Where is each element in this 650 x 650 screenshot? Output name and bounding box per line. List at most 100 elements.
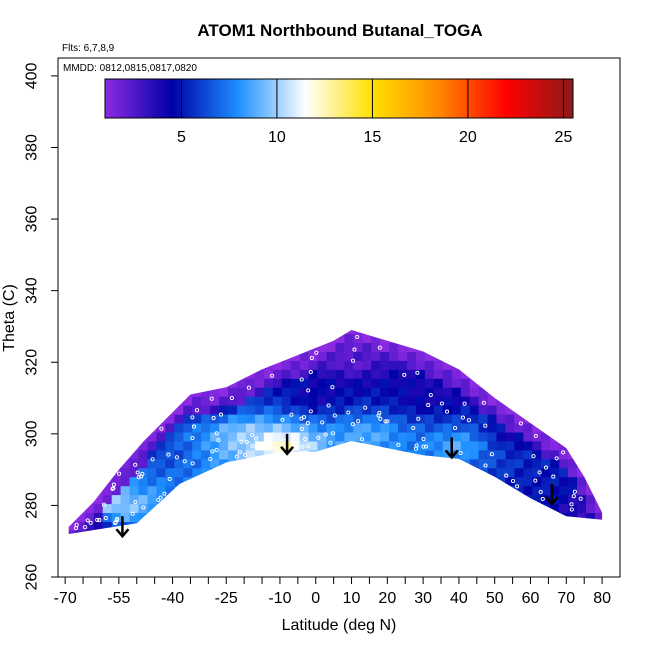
heatmap-cell	[299, 449, 309, 460]
heatmap-cell	[550, 342, 560, 352]
heatmap-cell	[604, 423, 613, 432]
heatmap-cell	[245, 423, 256, 433]
sample-point	[141, 505, 146, 510]
heatmap-cell	[469, 458, 480, 469]
heatmap-cell	[487, 449, 497, 460]
heatmap-cell	[192, 449, 202, 460]
sample-point	[383, 419, 388, 424]
heatmap-cell	[424, 342, 435, 352]
heatmap-cell	[407, 539, 416, 548]
heatmap-cell	[604, 396, 613, 405]
sample-point	[299, 416, 304, 421]
heatmap-cell	[165, 333, 175, 343]
heatmap-cell	[371, 405, 381, 415]
heatmap-cell	[460, 333, 471, 343]
sample-point	[510, 478, 516, 484]
heatmap-cell	[380, 396, 390, 406]
heatmap-cell	[93, 521, 104, 531]
heatmap-cell	[487, 360, 497, 370]
heatmap-cell	[505, 449, 515, 460]
heatmap-cell	[210, 521, 220, 531]
heatmap-cell	[577, 360, 587, 370]
heatmap-cell	[290, 423, 301, 433]
heatmap-cell	[299, 458, 309, 469]
heatmap-cell	[201, 316, 210, 325]
heatmap-cell	[407, 449, 417, 460]
sample-point	[483, 463, 488, 468]
heatmap-cell	[496, 467, 506, 478]
heatmap-cell	[613, 486, 622, 495]
heatmap-cell	[541, 423, 551, 433]
heatmap-cell	[380, 458, 390, 469]
heatmap-cell	[344, 494, 354, 505]
heatmap-cell	[335, 405, 345, 415]
heatmap-cell	[210, 396, 220, 406]
heatmap-cell	[68, 441, 77, 451]
heatmap-cell	[201, 467, 211, 478]
heatmap-cell	[120, 458, 130, 469]
heatmap-cell	[75, 387, 86, 397]
heatmap-cell	[237, 494, 247, 505]
heatmap-cell	[434, 307, 443, 316]
heatmap-cell	[469, 396, 480, 406]
heatmap-cell	[460, 485, 471, 496]
heatmap-cell	[487, 342, 497, 352]
heatmap-cell	[85, 307, 94, 316]
heatmap-cell	[237, 503, 247, 513]
heatmap-cell	[254, 330, 265, 335]
heatmap-cell	[272, 485, 283, 496]
heatmap-cell	[353, 423, 363, 433]
heatmap-cell	[237, 476, 247, 487]
heatmap-cell	[541, 405, 551, 415]
heatmap-cell	[147, 467, 157, 478]
heatmap-cell	[442, 467, 453, 478]
heatmap-cell	[156, 316, 165, 325]
heatmap-cell	[586, 387, 596, 397]
heatmap-cell	[245, 351, 256, 361]
heatmap-cell	[317, 369, 327, 379]
heatmap-cell	[335, 476, 345, 487]
heatmap-cell	[613, 361, 622, 370]
heatmap-cell	[84, 423, 95, 433]
heatmap-cell	[272, 458, 283, 469]
heatmap-cell	[586, 351, 596, 361]
heatmap-cell	[335, 503, 345, 513]
heatmap-cell	[604, 369, 613, 378]
heatmap-cell	[84, 521, 95, 531]
heatmap-cell	[147, 512, 157, 522]
heatmap-cell	[568, 333, 578, 343]
heatmap-cell	[281, 458, 292, 469]
sample-point	[158, 495, 163, 500]
heatmap-cell	[165, 387, 175, 397]
heatmap-cell	[371, 503, 381, 513]
sample-point	[346, 410, 351, 415]
heatmap-cell	[299, 369, 309, 379]
heatmap-cell	[470, 307, 479, 316]
heatmap-cell	[84, 441, 95, 451]
y-tick-label: 360	[24, 206, 41, 233]
heatmap-cell	[478, 387, 488, 397]
heatmap-cell	[165, 423, 175, 433]
heatmap-cell	[308, 503, 318, 513]
heatmap-cell	[577, 485, 587, 496]
heatmap-cell	[389, 512, 399, 522]
heatmap-cell	[138, 476, 148, 487]
heatmap-cell	[478, 330, 488, 335]
heatmap-cell	[353, 414, 363, 424]
heatmap-cell	[156, 512, 166, 522]
heatmap-cell	[318, 316, 327, 325]
heatmap-cell	[505, 467, 515, 478]
heatmap-cell	[147, 441, 157, 451]
heatmap-cell	[451, 512, 462, 522]
heatmap-cell	[147, 405, 157, 415]
heatmap-cell	[586, 396, 596, 406]
x-tick-label: 20	[378, 590, 396, 607]
heatmap-cell	[577, 387, 587, 397]
heatmap-cell	[326, 467, 336, 478]
heatmap-cell	[416, 458, 426, 469]
heatmap-cell	[138, 387, 148, 397]
heatmap-cell	[281, 360, 292, 370]
heatmap-cell	[192, 521, 202, 531]
heatmap-cell	[532, 405, 542, 415]
heatmap-cell	[478, 369, 488, 379]
